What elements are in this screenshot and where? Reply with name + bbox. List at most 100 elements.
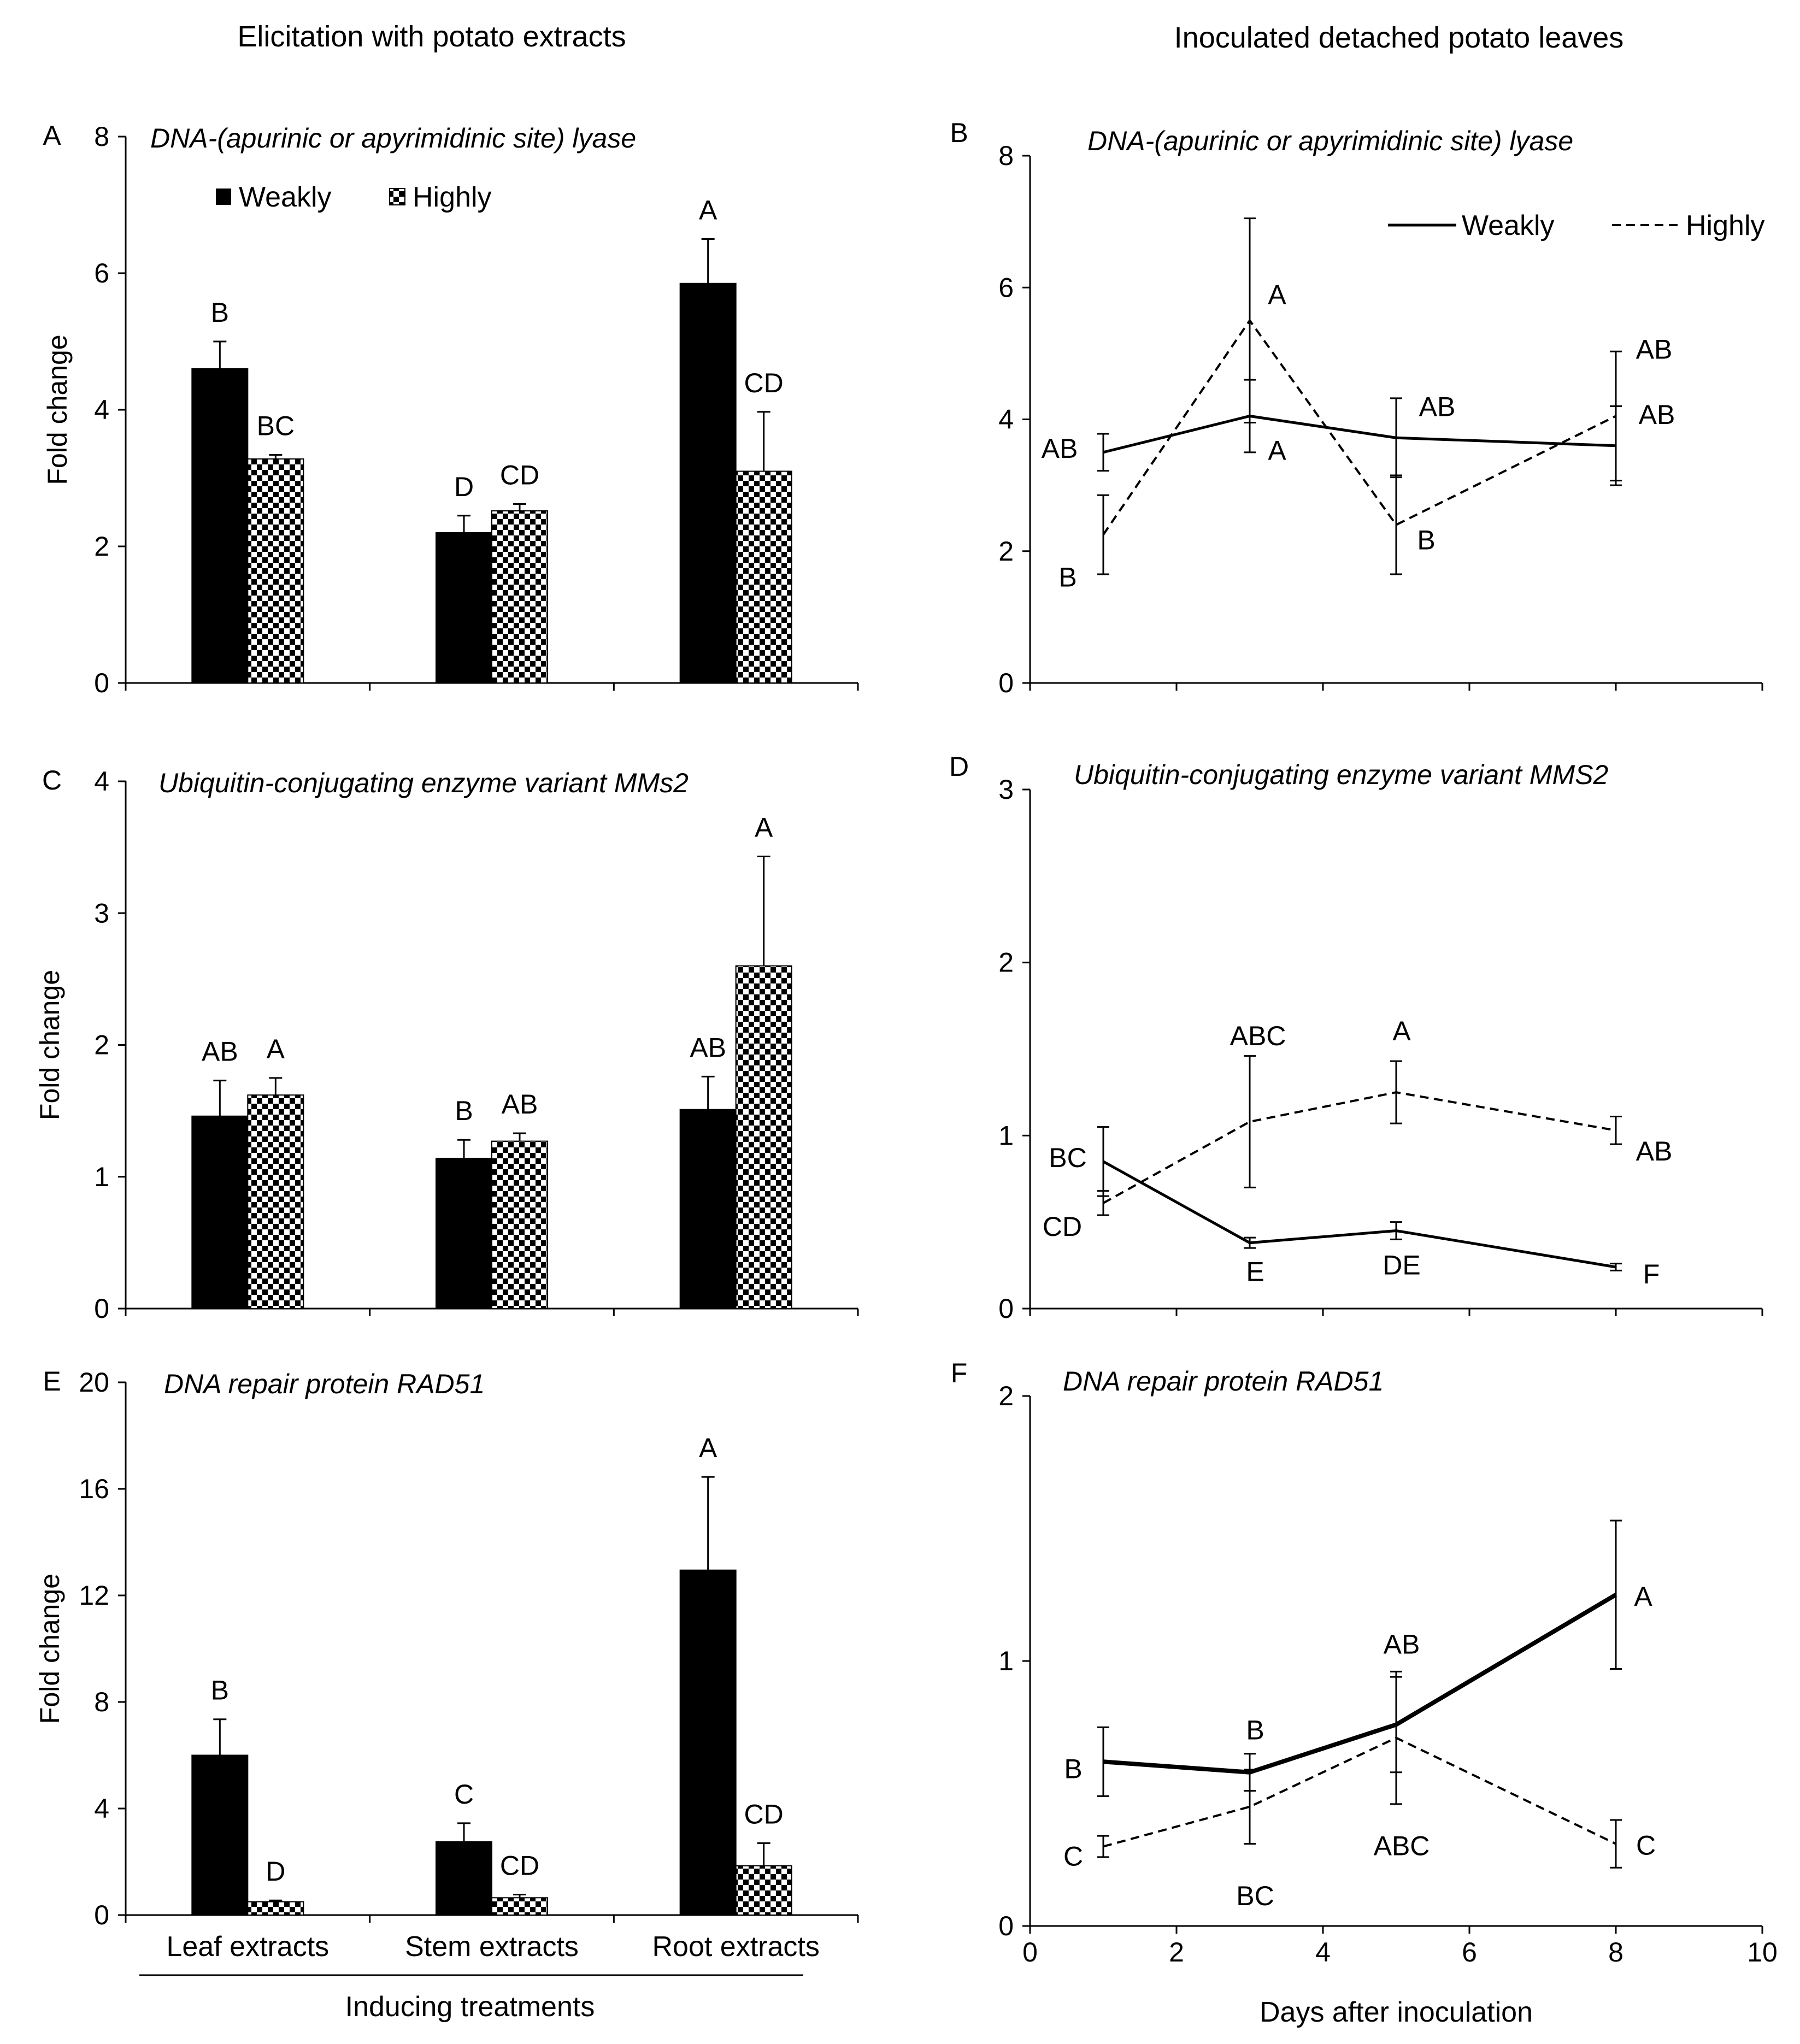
panel-c-bar-highly bbox=[735, 965, 792, 1309]
panel-e-bar-weakly bbox=[191, 1754, 249, 1916]
panel-d-ytick-label: 3 bbox=[998, 774, 1014, 805]
panel-e-ytick-label: 16 bbox=[79, 1474, 109, 1504]
panel-e-ytick-label: 0 bbox=[94, 1900, 109, 1930]
panel-c-sig-letter: B bbox=[455, 1095, 473, 1126]
panel-b-sig-letter: AB bbox=[1636, 334, 1673, 364]
panel-a-sig-letter: D bbox=[454, 472, 474, 502]
panel-c-title: Ubiquitin-conjugating enzyme variant MMs… bbox=[158, 768, 689, 798]
panel-f-ytick-label: 0 bbox=[998, 1911, 1014, 1941]
panel-e-ytick-label: 20 bbox=[79, 1367, 109, 1398]
panel-e-bar-highly bbox=[735, 1865, 792, 1916]
panel-c-bar-weakly bbox=[191, 1115, 249, 1310]
panel-e-label: E bbox=[43, 1366, 61, 1397]
panel-e-title: DNA repair protein RAD51 bbox=[164, 1369, 485, 1399]
panel-f-sig-letter: B bbox=[1064, 1753, 1082, 1784]
panel-f-xtick-label: 4 bbox=[1315, 1937, 1331, 1968]
panel-d-sig-letter: BC bbox=[1049, 1142, 1086, 1173]
panel-d-sig-letter: AB bbox=[1636, 1136, 1673, 1167]
panel-a-bar-weakly bbox=[191, 368, 249, 684]
legend-weakly-label: Weakly bbox=[239, 181, 332, 213]
panel-f-sig-letter: BC bbox=[1236, 1881, 1274, 1911]
panel-a-bar-highly bbox=[491, 510, 548, 684]
panel-d-label: D bbox=[949, 751, 969, 782]
panel-c-bar-highly bbox=[491, 1140, 548, 1310]
panel-f-sig-letter: C bbox=[1063, 1841, 1083, 1872]
panel-d-sig-letter: E bbox=[1246, 1257, 1264, 1287]
panel-f-sig-letter: C bbox=[1636, 1830, 1656, 1861]
panel-d-line-highly bbox=[1103, 1091, 1616, 1204]
legend-line-highly-label: Highly bbox=[1686, 210, 1765, 241]
panel-c-sig-letter: AB bbox=[502, 1089, 538, 1120]
panel-b-ytick-label: 6 bbox=[998, 272, 1014, 303]
panel-b-ytick-label: 4 bbox=[998, 404, 1014, 435]
panel-d-ytick-label: 2 bbox=[998, 947, 1014, 978]
panel-d-ytick-label: 0 bbox=[998, 1293, 1014, 1324]
category-label: Leaf extracts bbox=[166, 1931, 329, 1963]
legend-line-weakly-label: Weakly bbox=[1462, 210, 1555, 241]
panel-b-ytick-label: 0 bbox=[998, 668, 1014, 698]
panel-b-sig-letter: B bbox=[1417, 525, 1435, 556]
line-x-title: Days after inoculation bbox=[1260, 1996, 1533, 2028]
panel-b-label: B bbox=[950, 117, 968, 148]
panel-a-ytick-label: 6 bbox=[94, 258, 109, 288]
panel-b-title: DNA-(apurinic or apyrimidinic site) lyas… bbox=[1087, 126, 1573, 156]
panel-c-ytick-label: 4 bbox=[94, 766, 109, 797]
panel-e-ytick-label: 8 bbox=[94, 1687, 109, 1717]
panel-b-sig-letter: A bbox=[1268, 280, 1286, 310]
panel-a-sig-letter: A bbox=[699, 195, 717, 226]
panel-a-sig-letter: CD bbox=[500, 460, 539, 491]
panel-a-bar-weakly bbox=[436, 532, 492, 684]
panel-f-sig-letter: ABC bbox=[1374, 1831, 1430, 1862]
panel-e-bar-highly bbox=[491, 1897, 548, 1916]
panel-c-sig-letter: A bbox=[755, 812, 773, 843]
panel-b-sig-letter: AB bbox=[1042, 433, 1078, 464]
panel-f-xtick-label: 0 bbox=[1022, 1937, 1038, 1968]
panel-b-sig-letter: AB bbox=[1419, 391, 1456, 422]
category-label: Root extracts bbox=[652, 1931, 819, 1963]
panel-e-bar-weakly bbox=[436, 1841, 492, 1916]
panel-a-bar-highly bbox=[247, 458, 304, 684]
panel-c-bar-weakly bbox=[436, 1157, 492, 1310]
panel-f-title: DNA repair protein RAD51 bbox=[1063, 1366, 1384, 1397]
panel-e-bar-highly bbox=[247, 1901, 304, 1916]
panel-a-sig-letter: B bbox=[211, 297, 229, 328]
panel-e-sig-letter: CD bbox=[500, 1850, 539, 1881]
panel-c-ytick-label: 1 bbox=[94, 1162, 109, 1192]
panel-e-ytick-label: 4 bbox=[94, 1793, 109, 1824]
panel-f-xtick-label: 2 bbox=[1169, 1937, 1184, 1968]
panel-a-ytick-label: 2 bbox=[94, 531, 109, 562]
panel-d-sig-letter: A bbox=[1392, 1016, 1411, 1046]
panel-c-ytick-label: 2 bbox=[94, 1030, 109, 1061]
panel-a-ytick-label: 0 bbox=[94, 668, 109, 698]
panel-b-line-highly bbox=[1102, 319, 1616, 535]
panel-f-xtick-label: 10 bbox=[1747, 1937, 1778, 1968]
panel-b-sig-letter: A bbox=[1268, 435, 1286, 466]
panel-c-sig-letter: AB bbox=[202, 1036, 238, 1067]
panel-a-ytick-label: 8 bbox=[94, 121, 109, 152]
panel-f-xtick-label: 6 bbox=[1462, 1937, 1477, 1968]
bar-x-title: Inducing treatments bbox=[345, 1991, 595, 2023]
panel-b-sig-letter: B bbox=[1058, 562, 1077, 593]
panel-c-bar-weakly bbox=[679, 1109, 737, 1310]
panel-e-sig-letter: CD bbox=[744, 1799, 784, 1829]
panel-a-sig-letter: CD bbox=[744, 368, 784, 398]
panel-c-ylabel: Fold change bbox=[34, 970, 65, 1120]
category-label: Stem extracts bbox=[405, 1931, 579, 1963]
panel-c-sig-letter: A bbox=[267, 1034, 285, 1064]
panel-e-sig-letter: A bbox=[699, 1433, 717, 1463]
panel-b-line-weakly bbox=[1103, 414, 1616, 454]
panel-a-bar-highly bbox=[735, 470, 792, 684]
panel-a-sig-letter: BC bbox=[257, 411, 295, 441]
panel-e-ytick-label: 12 bbox=[79, 1580, 109, 1611]
panel-f-sig-letter: B bbox=[1246, 1715, 1264, 1746]
panel-d-line-weakly bbox=[1102, 1160, 1616, 1269]
panel-f-label: F bbox=[951, 1358, 968, 1388]
panel-b-ytick-label: 2 bbox=[998, 536, 1014, 567]
panel-e-ylabel: Fold change bbox=[34, 1574, 65, 1724]
panel-f-sig-letter: A bbox=[1634, 1581, 1652, 1612]
panel-a-ytick-label: 4 bbox=[94, 394, 109, 425]
panel-f-xtick-label: 8 bbox=[1608, 1937, 1623, 1968]
panel-a-ylabel: Fold change bbox=[42, 334, 73, 485]
panel-e-sig-letter: D bbox=[266, 1856, 285, 1887]
